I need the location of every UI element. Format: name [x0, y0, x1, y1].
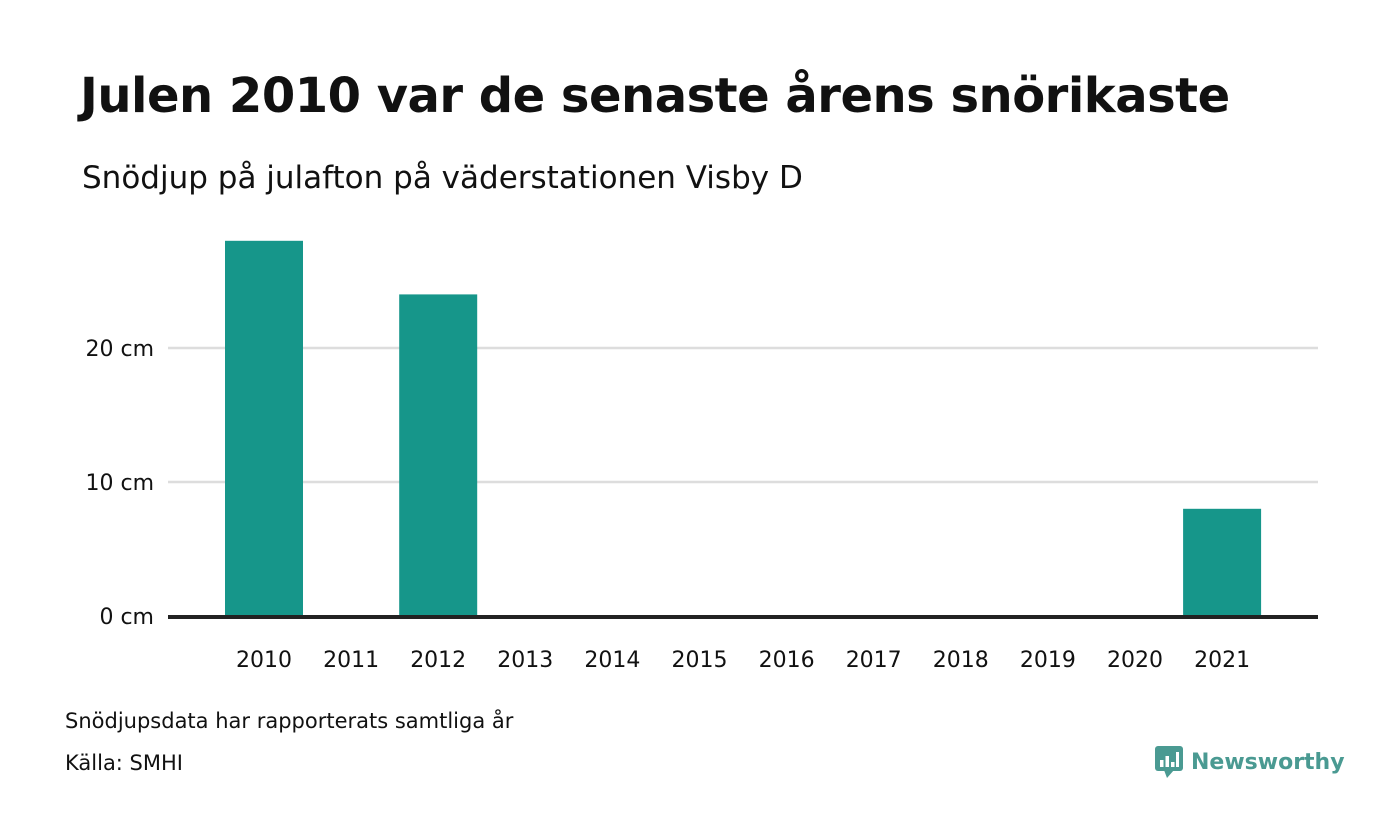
x-tick-label: 2017: [846, 648, 902, 673]
x-tick-label: 2013: [497, 648, 553, 673]
chart-title: Julen 2010 var de senaste årens snörikas…: [80, 68, 1230, 124]
newsworthy-logo-icon: [1155, 746, 1183, 778]
axes: 0 cm 10 cm 20 cm 2010 2011 2012 2013 2014 2015 20…: [85, 337, 1318, 673]
x-tick-label: 2015: [672, 648, 728, 673]
chart-subtitle: Snödjup på julafton på väderstationen Vi…: [82, 160, 803, 196]
x-tick-label: 2011: [323, 648, 379, 673]
y-tick-label: 10 cm: [85, 471, 154, 496]
source-note: Källa: SMHI: [65, 751, 183, 775]
x-tick-label: 2018: [933, 648, 989, 673]
x-tick-label: 2016: [759, 648, 815, 673]
x-tick-label: 2014: [584, 648, 640, 673]
y-tick-label: 20 cm: [85, 337, 154, 362]
bars: [225, 240, 1262, 617]
brand-logo: Newsworthy: [1155, 746, 1345, 778]
x-tick-label: 2021: [1194, 648, 1250, 673]
y-tick-label: 0 cm: [99, 605, 154, 630]
bar-2021: [1183, 508, 1262, 616]
bar-chart: 0 cm 10 cm 20 cm 2010 2011 2012 2013 2014 2015 20…: [85, 240, 1318, 673]
bar-2012: [399, 294, 478, 616]
brand-name: Newsworthy: [1191, 749, 1345, 775]
x-tick-label: 2010: [236, 648, 292, 673]
data-note: Snödjupsdata har rapporterats samtliga å…: [65, 709, 514, 733]
x-tick-label: 2020: [1107, 648, 1163, 673]
bar-2010: [225, 240, 303, 617]
x-tick-label: 2019: [1020, 648, 1076, 673]
x-tick-label: 2012: [410, 648, 466, 673]
grid-lines: [168, 346, 1318, 484]
